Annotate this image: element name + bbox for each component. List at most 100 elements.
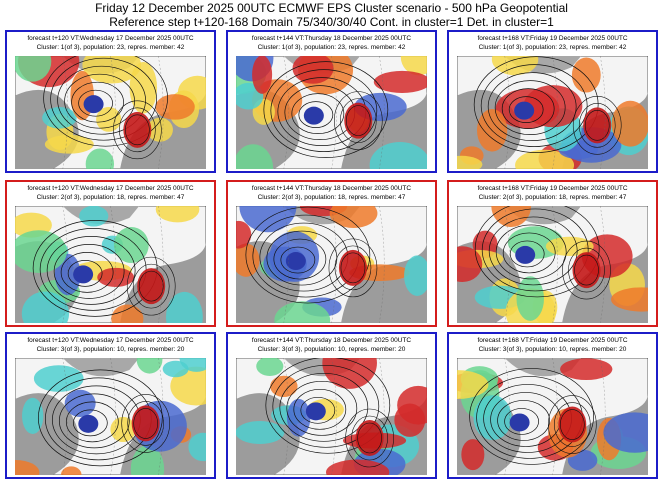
contour bbox=[119, 107, 156, 153]
contour bbox=[501, 88, 555, 129]
panel-caption: Cluster: 3(of 3), population: 10, repres… bbox=[36, 346, 185, 353]
anomaly bbox=[461, 439, 485, 471]
contour bbox=[71, 81, 124, 123]
contour bbox=[272, 364, 380, 448]
anomaly bbox=[85, 148, 115, 169]
anomaly bbox=[155, 94, 195, 120]
graticule bbox=[379, 56, 385, 169]
anomaly bbox=[611, 287, 648, 312]
low bbox=[73, 265, 94, 284]
contour bbox=[133, 408, 158, 439]
map-panel: forecast t+120 VT:Wednesday 17 December … bbox=[5, 180, 216, 327]
graticule bbox=[552, 358, 558, 475]
anomaly bbox=[404, 255, 427, 296]
panel-caption: Cluster: 2(of 3), population: 18, repres… bbox=[257, 194, 406, 201]
map bbox=[15, 358, 206, 475]
contour bbox=[509, 240, 545, 268]
contour bbox=[43, 56, 168, 147]
graticule bbox=[552, 206, 558, 323]
contour bbox=[502, 232, 556, 274]
land bbox=[341, 241, 427, 323]
contour bbox=[72, 409, 108, 437]
map-panel: forecast t+144 VT:Thursday 18 December 2… bbox=[226, 180, 437, 327]
panel-caption: forecast t+168 VT:Friday 19 December 202… bbox=[477, 185, 628, 192]
contour bbox=[497, 400, 550, 441]
contour bbox=[57, 65, 146, 135]
contour bbox=[121, 394, 170, 453]
panel-caption: forecast t+144 VT:Thursday 18 December 2… bbox=[251, 185, 412, 192]
low bbox=[303, 106, 324, 125]
panel-caption: forecast t+120 VT:Wednesday 17 December … bbox=[27, 337, 194, 344]
contour bbox=[298, 101, 334, 128]
contour bbox=[345, 105, 371, 136]
subtitle: Reference step t+120-168 Domain 75/340/3… bbox=[109, 15, 554, 29]
map bbox=[15, 206, 206, 323]
anomaly bbox=[179, 358, 206, 372]
anomaly bbox=[329, 206, 378, 229]
contour bbox=[572, 96, 622, 155]
panel-caption: Cluster: 1(of 3), population: 23, repres… bbox=[36, 44, 185, 51]
graticule bbox=[158, 206, 164, 323]
contour bbox=[126, 256, 176, 316]
contour bbox=[504, 408, 539, 435]
contour bbox=[46, 236, 136, 305]
anomaly bbox=[15, 460, 40, 475]
low bbox=[285, 252, 306, 271]
graticule bbox=[62, 56, 68, 169]
contour bbox=[32, 220, 158, 317]
contour bbox=[560, 409, 585, 440]
graticule bbox=[158, 358, 164, 475]
contour bbox=[291, 93, 345, 134]
anomaly bbox=[491, 206, 532, 228]
anomaly bbox=[146, 117, 173, 142]
contour bbox=[508, 96, 544, 123]
anomaly bbox=[188, 432, 206, 462]
anomaly bbox=[111, 304, 144, 323]
graticule bbox=[158, 56, 164, 169]
map bbox=[236, 358, 427, 475]
contour bbox=[480, 64, 588, 147]
graticule bbox=[110, 358, 116, 475]
map bbox=[457, 206, 648, 323]
contour bbox=[127, 401, 164, 446]
map bbox=[15, 56, 206, 169]
anomaly bbox=[611, 100, 648, 147]
contour bbox=[333, 91, 383, 150]
graticule bbox=[504, 358, 510, 475]
contour bbox=[65, 401, 119, 443]
low bbox=[514, 101, 535, 120]
contour bbox=[340, 252, 366, 284]
high bbox=[131, 405, 160, 442]
graticule bbox=[504, 56, 510, 169]
panel-caption: forecast t+144 VT:Thursday 18 December 2… bbox=[251, 35, 412, 42]
high bbox=[137, 268, 166, 305]
low bbox=[509, 413, 530, 432]
panel-caption: Cluster: 2(of 3), population: 18, repres… bbox=[478, 194, 627, 201]
graticule bbox=[504, 206, 510, 323]
contour bbox=[568, 247, 605, 293]
anomaly bbox=[473, 395, 512, 441]
graticule bbox=[110, 56, 116, 169]
panel-caption: Cluster: 1(of 3), population: 23, repres… bbox=[478, 44, 627, 51]
graticule bbox=[331, 206, 337, 323]
graticule bbox=[331, 56, 337, 169]
low bbox=[78, 414, 99, 433]
contour bbox=[58, 393, 130, 449]
panel-caption: forecast t+168 VT:Friday 19 December 202… bbox=[477, 35, 628, 42]
contour bbox=[263, 61, 389, 158]
anomaly bbox=[256, 358, 284, 376]
panel-caption: forecast t+120 VT:Wednesday 17 December … bbox=[27, 185, 194, 192]
map-panel: forecast t+144 VT:Thursday 18 December 2… bbox=[226, 332, 437, 479]
contour bbox=[334, 245, 372, 291]
graticule bbox=[283, 358, 289, 475]
anomaly bbox=[491, 56, 539, 76]
anomaly bbox=[236, 144, 274, 169]
panel-caption: Cluster: 3(of 3), population: 10, repres… bbox=[257, 346, 406, 353]
contour bbox=[265, 358, 391, 454]
contour bbox=[562, 240, 611, 300]
anomaly bbox=[33, 365, 84, 392]
contour bbox=[494, 80, 566, 135]
map bbox=[457, 358, 648, 475]
high bbox=[583, 107, 612, 144]
contour bbox=[125, 114, 150, 146]
